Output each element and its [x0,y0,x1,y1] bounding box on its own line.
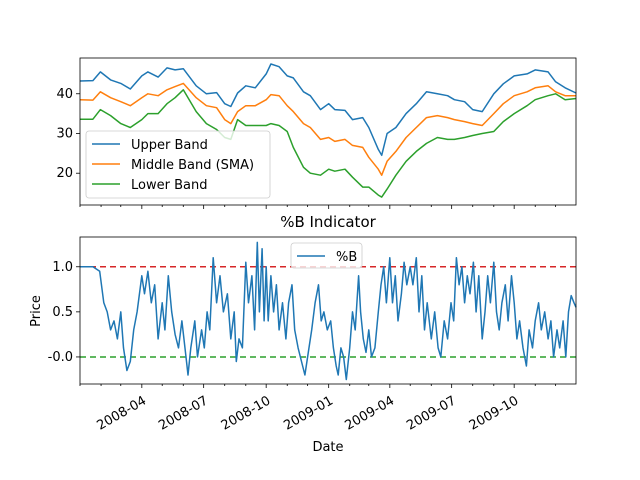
percent-b-legend-box [290,242,363,269]
y-tick-label: 40 [56,87,73,102]
percent-b-legend: %B [290,242,363,269]
percent-b-x-axis-label: Date [312,440,343,455]
bollinger-y-axis: 20 30 40 [56,87,80,181]
series-line-upper-band [79,63,577,157]
series-line-middle-band-sma [79,82,576,176]
bollinger-plot-frame [79,57,577,206]
bollinger-legend: Upper Band Middle Band (SMA) Lower Band [85,130,271,199]
y-tick-label: 1.0 [52,260,73,275]
y-tick-label: 30 [56,126,73,141]
y-tick-label: 20 [56,166,73,181]
y-tick-label: 0.5 [52,305,73,320]
series-line-lower-band [80,89,577,198]
percent-b-title: %B Indicator [280,213,376,231]
percent-b-series-group [80,241,577,381]
bollinger-legend-box [85,130,271,199]
percent-b-y-axis-label: Price [29,295,44,327]
y-tick-label: -0.0 [48,350,73,365]
percent-b-y-axis: -0.0 0.5 1.0 [48,260,80,365]
series-line-percent-b [80,241,577,381]
bollinger-series-group [79,63,577,198]
bollinger-bands-panel: 20 30 40 Upper Band Middle Band (SMA) Lowe… [56,57,577,209]
legend-label-upper-band: Upper Band [131,138,208,153]
legend-label-middle-band: Middle Band (SMA) [131,158,254,173]
percent-b-plot-frame [79,236,577,385]
legend-label-lower-band: Lower Band [131,178,207,193]
legend-label-percent-b: %B [336,250,357,265]
